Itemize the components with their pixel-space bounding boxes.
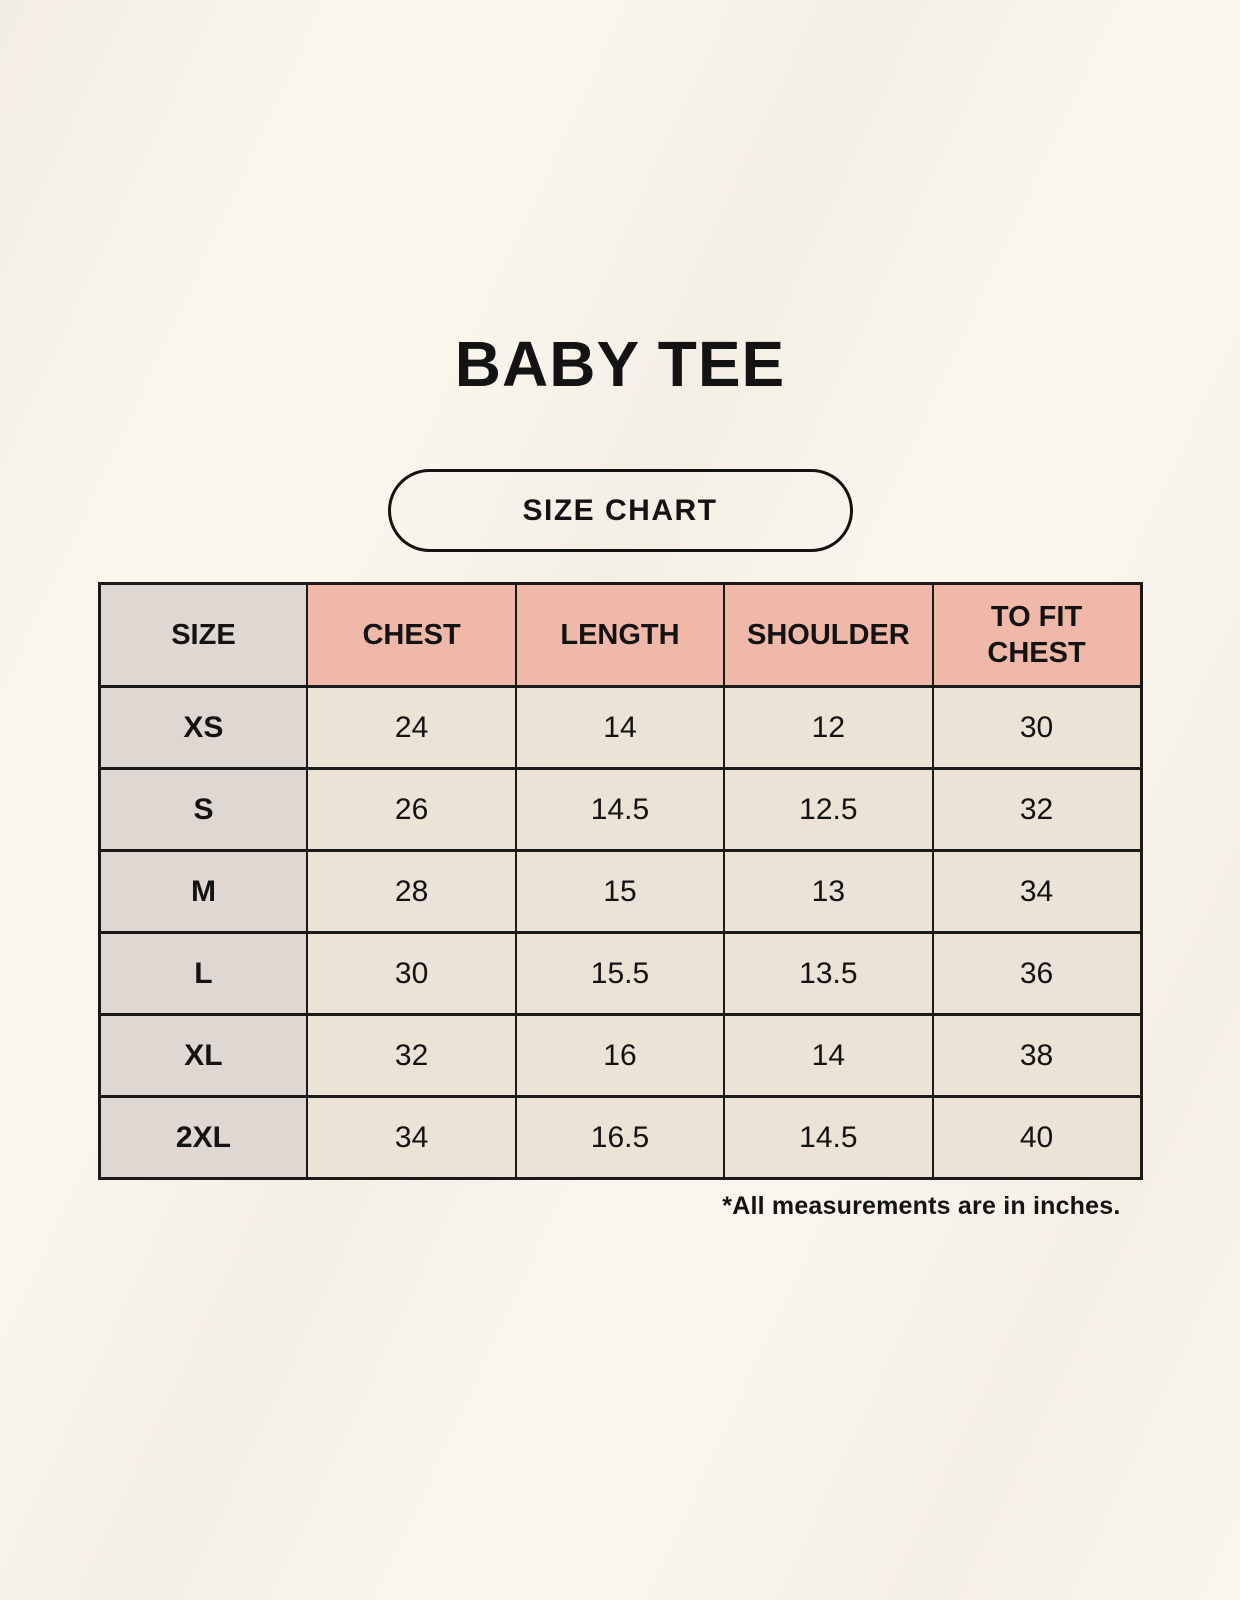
length-cell: 16 [514,1013,726,1098]
page-title: BABY TEE [454,328,786,400]
size-chart-button-label: SIZE CHART [522,493,718,527]
shoulder-cell: 14 [723,1013,934,1098]
to-fit-chest-cell: 40 [931,1095,1143,1180]
table-row-l: L 30 15.5 13.5 36 [97,931,1143,1016]
measurements-footnote: *All measurements are in inches. [722,1192,1121,1220]
column-header-length: LENGTH [514,582,726,688]
to-fit-chest-cell: 34 [931,849,1143,934]
to-fit-chest-cell: 32 [931,767,1143,852]
column-header-size: SIZE [97,582,309,688]
size-cell: S [97,767,309,852]
table-row-m: M 28 15 13 34 [97,849,1143,934]
length-cell: 14 [514,685,726,770]
shoulder-cell: 12.5 [723,767,934,852]
size-cell: L [97,931,309,1016]
table-row-s: S 26 14.5 12.5 32 [97,767,1143,852]
shoulder-cell: 12 [723,685,934,770]
chest-cell: 28 [306,849,517,934]
chest-cell: 32 [306,1013,517,1098]
size-chart-button[interactable]: SIZE CHART [387,469,853,552]
size-cell: 2XL [97,1095,309,1180]
length-cell: 14.5 [514,767,726,852]
table-header-row: SIZE CHEST LENGTH SHOULDER TO FIT CHEST [97,582,1143,688]
column-header-shoulder: SHOULDER [723,582,934,688]
size-cell: XS [97,685,309,770]
size-cell: XL [97,1013,309,1098]
table-row-xl: XL 32 16 14 38 [97,1013,1143,1098]
shoulder-cell: 14.5 [723,1095,934,1180]
shoulder-cell: 13 [723,849,934,934]
footnote-container: *All measurements are in inches. [98,1192,1143,1221]
chest-cell: 30 [306,931,517,1016]
to-fit-chest-cell: 30 [931,685,1143,770]
table-row-2xl: 2XL 34 16.5 14.5 40 [97,1095,1143,1180]
size-cell: M [97,849,309,934]
table-row-xs: XS 24 14 12 30 [97,685,1143,770]
to-fit-chest-cell: 36 [931,931,1143,1016]
column-header-to-fit-chest: TO FIT CHEST [931,582,1143,688]
length-cell: 15.5 [514,931,726,1016]
length-cell: 15 [514,849,726,934]
size-chart-table: SIZE CHEST LENGTH SHOULDER TO FIT CHEST … [97,582,1143,1180]
chest-cell: 26 [306,767,517,852]
shoulder-cell: 13.5 [723,931,934,1016]
chest-cell: 24 [306,685,517,770]
length-cell: 16.5 [514,1095,726,1180]
table-body: XS 24 14 12 30 S 26 14.5 12.5 32 M 28 15… [97,685,1143,1180]
to-fit-chest-cell: 38 [931,1013,1143,1098]
chest-cell: 34 [306,1095,517,1180]
column-header-chest: CHEST [306,582,517,688]
table-header: SIZE CHEST LENGTH SHOULDER TO FIT CHEST [97,582,1143,688]
